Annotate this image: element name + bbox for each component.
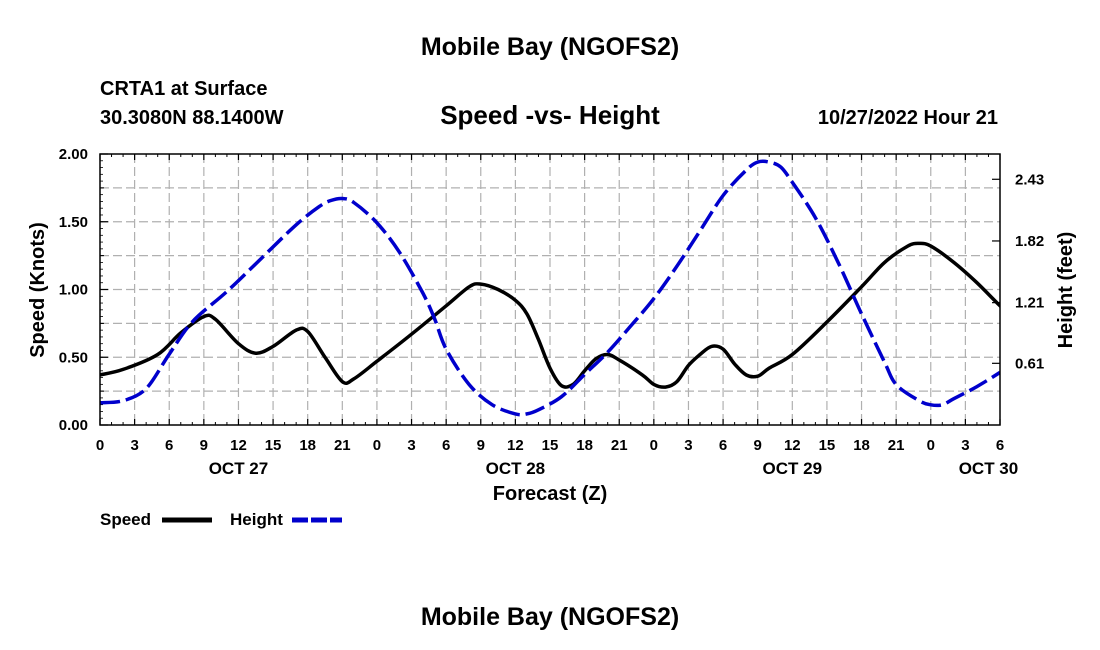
x-axis-label: Forecast (Z): [493, 483, 607, 505]
left-tick-label: 1.00: [59, 282, 88, 299]
x-tick-label: 15: [819, 437, 836, 454]
date-label: OCT 30: [959, 459, 1019, 478]
left-tick-label: 2.00: [59, 146, 88, 163]
x-tick-label: 6: [165, 437, 173, 454]
x-tick-label: 3: [407, 437, 415, 454]
right-tick-label: 1.21: [1015, 295, 1044, 312]
x-tick-label: 9: [754, 437, 762, 454]
x-tick-label: 6: [719, 437, 727, 454]
x-tick-label: 6: [996, 437, 1004, 454]
date-label: OCT 28: [486, 459, 546, 478]
left-tick-label: 0.00: [59, 417, 88, 434]
x-tick-label: 3: [961, 437, 969, 454]
timestamp-label: 10/27/2022 Hour 21: [818, 107, 998, 129]
x-tick-label: 0: [373, 437, 381, 454]
series-line-height: [100, 159, 1000, 417]
x-tick-label: 9: [477, 437, 485, 454]
x-tick-label: 15: [265, 437, 282, 454]
plot-frame: [99, 153, 1001, 426]
x-tick-label: 0: [650, 437, 658, 454]
x-tick-label: 0: [96, 437, 104, 454]
x-tick-label: 15: [542, 437, 559, 454]
x-tick-label: 3: [684, 437, 692, 454]
chart-title: Speed -vs- Height: [440, 100, 660, 130]
x-tick-label: 3: [130, 437, 138, 454]
x-tick-label: 12: [784, 437, 801, 454]
x-tick-label: 9: [200, 437, 208, 454]
date-label: OCT 27: [209, 459, 269, 478]
x-tick-label: 12: [230, 437, 247, 454]
left-tick-label: 0.50: [59, 349, 88, 366]
series-lines: [100, 159, 1000, 417]
location-label: 30.3080N 88.1400W: [100, 107, 284, 129]
right-axis: 0.61 1.21 1.82 2.43: [992, 171, 1044, 372]
series-line-speed: [100, 241, 1000, 389]
x-tick-label: 6: [442, 437, 450, 454]
x-tick-label: 12: [507, 437, 524, 454]
x-axis: 0 3 6 9 12 15 18 21 0 3 6 9 12 15 18 21 0 3 6 9 12 15 18 21 0 3 6: [96, 154, 1004, 454]
x-tick-label: 0: [927, 437, 935, 454]
page-title-bottom: Mobile Bay (NGOFS2): [421, 603, 679, 631]
x-tick-label: 18: [576, 437, 593, 454]
x-tick-label: 18: [853, 437, 870, 454]
grid-lines: [100, 154, 1000, 425]
date-labels: OCT 27 OCT 28 OCT 29 OCT 30: [209, 459, 1019, 478]
legend: Speed Height: [100, 510, 342, 529]
x-tick-label: 21: [334, 437, 351, 454]
right-tick-label: 2.43: [1015, 171, 1044, 188]
left-axis-label: Speed (Knots): [27, 222, 49, 358]
right-tick-label: 0.61: [1015, 355, 1044, 372]
station-label: CRTA1 at Surface: [100, 78, 267, 100]
x-tick-label: 21: [611, 437, 628, 454]
legend-speed-label: Speed: [100, 510, 151, 529]
x-tick-label: 18: [299, 437, 316, 454]
right-axis-label: Height (feet): [1055, 232, 1077, 349]
date-label: OCT 29: [763, 459, 823, 478]
left-tick-label: 1.50: [59, 214, 88, 231]
legend-height-label: Height: [230, 510, 283, 529]
right-tick-label: 1.82: [1015, 233, 1044, 250]
page-title-top: Mobile Bay (NGOFS2): [421, 33, 679, 61]
left-axis: 0.00 0.50 1.00 1.50 2.00: [59, 146, 108, 434]
x-tick-label: 21: [888, 437, 905, 454]
